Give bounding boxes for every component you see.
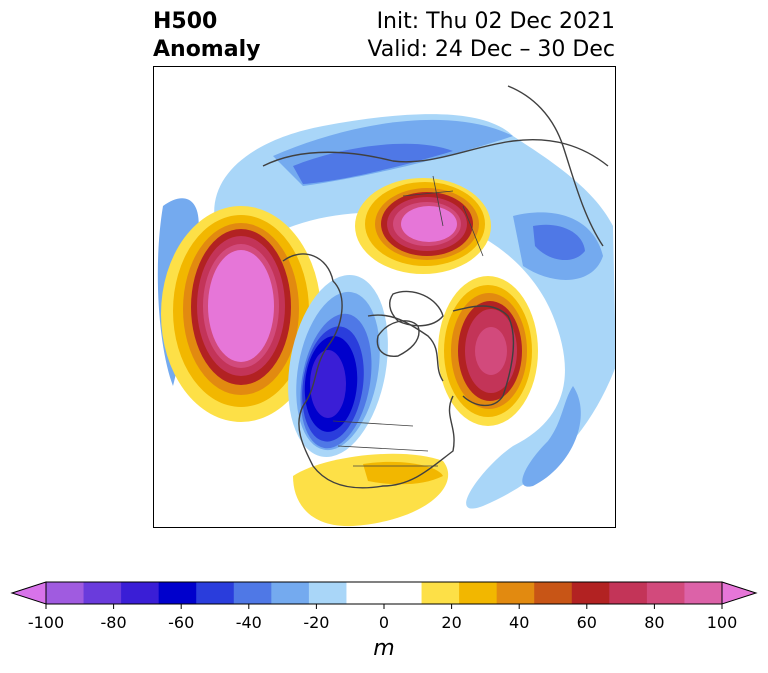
map-title-left: H500 Anomaly (153, 8, 260, 64)
colorbar-ticks (45, 604, 723, 609)
colorbar-segment (83, 582, 122, 604)
colorbar-segment (684, 582, 723, 604)
title-variable: H500 (153, 9, 218, 34)
colorbar-units: m (373, 636, 395, 661)
colorbar-segment (384, 582, 423, 604)
colorbar-segment (346, 582, 385, 604)
colorbar-tick-label: -60 (168, 613, 195, 632)
colorbar-segment (496, 582, 535, 604)
india-coast (507, 85, 604, 247)
colorbar-tick-label: -40 (235, 613, 262, 632)
ridge-eurasia-100 (401, 206, 457, 242)
anomaly-map (153, 66, 616, 528)
colorbar-tick-label: -80 (100, 613, 127, 632)
init-time: Init: Thu 02 Dec 2021 (376, 9, 615, 34)
contour-neg-40-north (293, 143, 453, 184)
title-field: Anomaly (153, 37, 261, 62)
hudson-bay-coast (367, 314, 444, 382)
colorbar-tick-label: 0 (378, 613, 390, 632)
contour-neg-southeast (522, 386, 581, 487)
colorbar-tick-label: 80 (644, 613, 665, 632)
anomaly-contours (157, 114, 616, 527)
colorbar-extend-high (721, 581, 758, 605)
colorbar-tick-label: 60 (576, 613, 597, 632)
colorbar-segment (233, 582, 272, 604)
colorbar-segment (196, 582, 235, 604)
colorbar-tick-label: 20 (441, 613, 462, 632)
colorbar-extend-low (10, 581, 47, 605)
map-frame (153, 66, 616, 528)
ridge-pacific-100 (208, 250, 274, 362)
europe-coast (452, 305, 515, 407)
colorbar-tick-label: -20 (303, 613, 330, 632)
contour-neg-east-asia-core (533, 224, 585, 261)
colorbar-segment (46, 582, 85, 604)
trough-canada-70 (310, 350, 346, 418)
colorbar-segment (121, 582, 160, 604)
colorbar-segment (459, 582, 498, 604)
colorbar-segment (646, 582, 685, 604)
colorbar-segment (308, 582, 347, 604)
colorbar (10, 581, 758, 609)
north-america-coast (282, 253, 455, 489)
colorbar-segment (534, 582, 573, 604)
contour-neg-10 (214, 114, 616, 509)
valid-period: Valid: 24 Dec – 30 Dec (367, 37, 615, 62)
colorbar-segment (571, 582, 610, 604)
ridge-atlantic-80 (475, 327, 507, 375)
asia-borders (402, 175, 484, 257)
colorbar-segment (421, 582, 460, 604)
map-title-right: Init: Thu 02 Dec 2021 Valid: 24 Dec – 30… (300, 8, 615, 64)
ridge-us-30 (363, 461, 443, 485)
asia-coast (262, 139, 609, 167)
colorbar-tick-label: -100 (27, 613, 65, 632)
us-state-borders (332, 420, 438, 467)
colorbar-segment (158, 582, 197, 604)
colorbar-tick-label: 100 (706, 613, 738, 632)
colorbar-tick-label: 40 (509, 613, 530, 632)
coastlines (262, 85, 609, 489)
greenland-coast (389, 290, 444, 327)
colorbar-segment (609, 582, 648, 604)
colorbar-segment (271, 582, 310, 604)
colorbar-segments (46, 582, 723, 604)
